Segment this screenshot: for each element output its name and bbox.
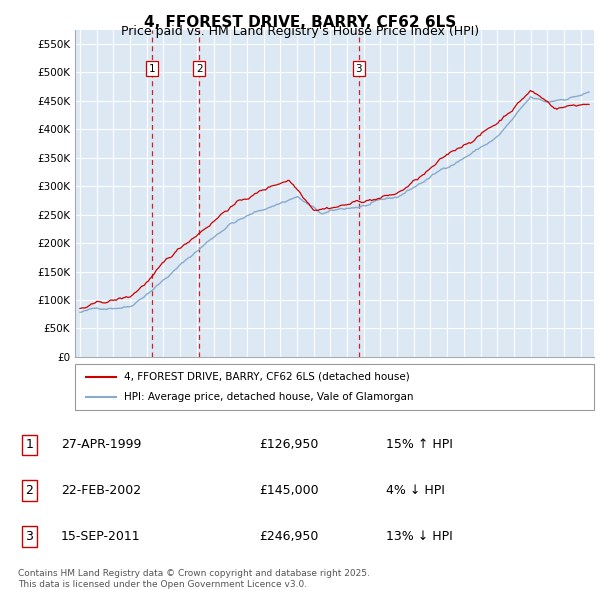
Text: £145,000: £145,000 [260,484,319,497]
Text: 15% ↑ HPI: 15% ↑ HPI [386,438,453,451]
Text: £246,950: £246,950 [260,530,319,543]
Text: 1: 1 [25,438,33,451]
Text: Price paid vs. HM Land Registry's House Price Index (HPI): Price paid vs. HM Land Registry's House … [121,25,479,38]
Text: HPI: Average price, detached house, Vale of Glamorgan: HPI: Average price, detached house, Vale… [124,392,414,402]
Text: Contains HM Land Registry data © Crown copyright and database right 2025.
This d: Contains HM Land Registry data © Crown c… [18,569,370,589]
Text: 2: 2 [196,64,202,74]
Text: 1: 1 [149,64,155,74]
Text: 13% ↓ HPI: 13% ↓ HPI [386,530,453,543]
Text: 4% ↓ HPI: 4% ↓ HPI [386,484,445,497]
Text: £126,950: £126,950 [260,438,319,451]
Text: 4, FFOREST DRIVE, BARRY, CF62 6LS (detached house): 4, FFOREST DRIVE, BARRY, CF62 6LS (detac… [124,372,410,382]
Text: 2: 2 [25,484,33,497]
Text: 3: 3 [356,64,362,74]
Text: 3: 3 [25,530,33,543]
Text: 27-APR-1999: 27-APR-1999 [61,438,142,451]
Text: 22-FEB-2002: 22-FEB-2002 [61,484,141,497]
Text: 15-SEP-2011: 15-SEP-2011 [61,530,140,543]
Text: 4, FFOREST DRIVE, BARRY, CF62 6LS: 4, FFOREST DRIVE, BARRY, CF62 6LS [144,15,456,30]
